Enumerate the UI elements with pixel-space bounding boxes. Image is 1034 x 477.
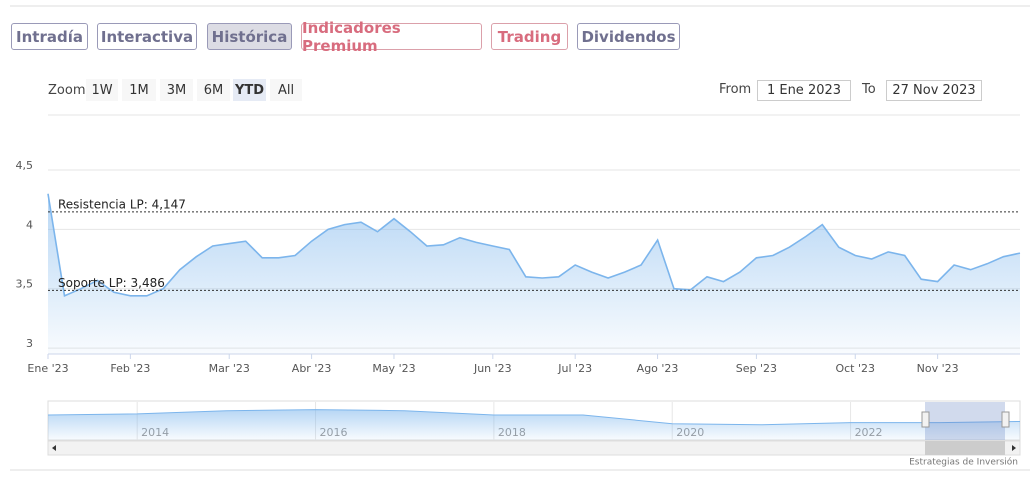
x-tick-label: Mar '23 [209,362,250,375]
navigator-handle[interactable] [1001,411,1010,428]
y-tick-label: 3 [26,337,33,350]
to-input[interactable]: 27 Nov 2023 [886,80,982,101]
x-tick-label: Ene '23 [27,362,68,375]
scroll-left [52,445,56,451]
x-tick-label: Jul '23 [557,362,592,375]
x-tick-label: Jun '23 [473,362,512,375]
y-tick-label: 4 [26,218,33,231]
credits: Estrategias de Inversión [909,457,1018,468]
y-tick-label: 3,5 [16,278,34,291]
x-tick-label: Oct '23 [835,362,875,375]
x-tick-label: May '23 [372,362,415,375]
scrollbar [47,440,1021,456]
x-tick-label: Abr '23 [292,362,332,375]
tab[interactable]: Trading [491,23,568,50]
zoom-button[interactable]: 6M [197,79,230,101]
from-label: From [719,82,752,97]
scrollbar-thumb [925,441,1005,455]
x-tick-label: Ago '23 [637,362,679,375]
reference-label: Soporte LP: 3,486 [58,276,165,290]
tab[interactable]: Histórica [207,23,292,50]
x-tick-label: Sep '23 [736,362,777,375]
x-tick-label: Nov '23 [917,362,959,375]
reference-label: Resistencia LP: 4,147 [58,197,186,211]
from-input[interactable]: 1 Ene 2023 [757,80,851,101]
navigator-line [47,409,1021,426]
navigator-area [48,409,1020,440]
zoom-button[interactable]: YTD [233,79,266,101]
tab[interactable]: Dividendos [577,23,680,50]
zoom-button[interactable]: 1M [122,79,156,101]
navigator-handle[interactable] [921,411,930,428]
tab[interactable]: Intradía [11,23,88,50]
area-fill [48,193,1020,354]
zoom-button[interactable]: 1W [86,79,118,101]
price-line [47,193,1021,297]
x-tick-label: Feb '23 [110,362,150,375]
navigator-selection [925,402,1005,440]
tab[interactable]: Interactiva [97,23,197,50]
zoom-button[interactable]: 3M [160,79,193,101]
y-tick-label: 4,5 [16,159,34,172]
scroll-right [1012,445,1016,451]
zoom-label: Zoom [48,83,86,98]
to-label: To [862,82,876,97]
zoom-button[interactable]: All [270,79,302,101]
